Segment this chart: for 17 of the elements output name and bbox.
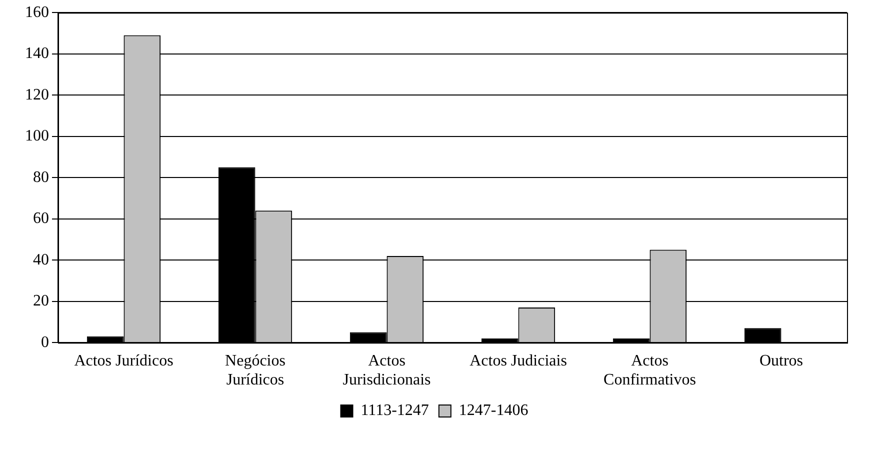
x-tick-label: Outros bbox=[759, 352, 804, 370]
legend-label: 1247-1406 bbox=[458, 402, 528, 420]
x-tick-label: Actos Judiciais bbox=[470, 352, 567, 370]
y-tick-label: 120 bbox=[25, 86, 49, 104]
x-tick-label: Actos Jurisdicionais bbox=[342, 352, 431, 389]
y-tick-label: 40 bbox=[33, 251, 49, 268]
y-tick-label: 100 bbox=[25, 128, 49, 145]
y-tick-label: 140 bbox=[25, 45, 49, 62]
y-tick-label: 160 bbox=[25, 4, 49, 21]
x-tick-label: Actos Confirmativos bbox=[604, 352, 696, 389]
y-tick-label: 80 bbox=[33, 168, 49, 186]
x-tick-label: Actos Jurídicos bbox=[74, 352, 174, 370]
y-tick-label: 60 bbox=[33, 210, 49, 228]
x-tick-label: Negócios Jurídicos bbox=[225, 352, 286, 389]
y-tick-label: 20 bbox=[33, 292, 49, 310]
y-tick-label: 0 bbox=[41, 334, 49, 351]
legend-label: 1113-1247 bbox=[360, 402, 429, 420]
